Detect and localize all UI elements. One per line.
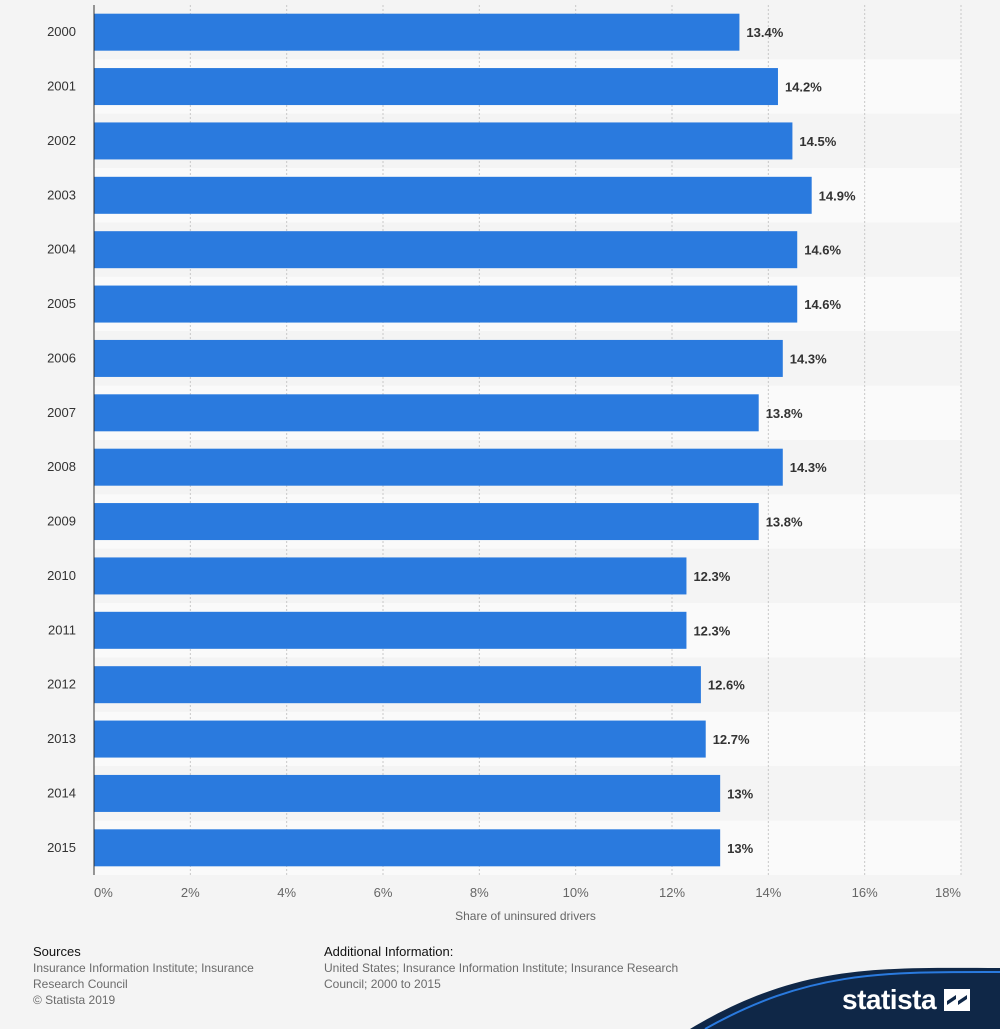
additional-info-line-2: Council; 2000 to 2015 <box>324 977 441 991</box>
category-label: 2000 <box>47 24 76 39</box>
additional-info-title: Additional Information: <box>324 944 454 959</box>
value-label: 14.3% <box>790 460 827 475</box>
sources-line-2: Research Council <box>33 977 128 991</box>
category-label: 2004 <box>47 242 76 257</box>
bar <box>94 666 701 704</box>
sources-line-1: Insurance Information Institute; Insuran… <box>33 961 254 975</box>
x-tick-label: 8% <box>470 885 489 900</box>
copyright: © Statista 2019 <box>33 993 116 1007</box>
x-tick-label: 16% <box>852 885 878 900</box>
value-label: 12.7% <box>713 732 750 747</box>
value-label: 13.4% <box>746 25 783 40</box>
additional-info-line-1: United States; Insurance Information Ins… <box>324 961 679 975</box>
bar-chart: 2000 13.4% 2001 14.2% 2002 14.5% 2003 14.9% 2004… <box>47 5 962 923</box>
x-tick-label: 0% <box>94 885 113 900</box>
category-label: 2012 <box>47 677 76 692</box>
category-label: 2014 <box>47 785 76 800</box>
category-label: 2010 <box>47 568 76 583</box>
category-label: 2007 <box>47 405 76 420</box>
bar <box>94 720 706 758</box>
category-label: 2005 <box>47 296 76 311</box>
category-label: 2008 <box>47 459 76 474</box>
value-label: 13.8% <box>766 515 803 530</box>
category-label: 2001 <box>47 79 76 94</box>
sources-block: Sources Insurance Information Institute;… <box>33 944 283 1008</box>
bar <box>94 13 740 51</box>
x-tick-label: 10% <box>563 885 589 900</box>
value-label: 14.5% <box>799 134 836 149</box>
additional-info-block: Additional Information: United States; I… <box>324 944 704 992</box>
value-label: 13% <box>727 841 753 856</box>
category-label: 2003 <box>47 187 76 202</box>
x-tick-label: 12% <box>659 885 685 900</box>
bar <box>94 557 687 595</box>
category-label: 2011 <box>48 622 76 637</box>
category-label: 2006 <box>47 350 76 365</box>
logo-text: statista <box>842 984 937 1015</box>
x-tick-label: 2% <box>181 885 200 900</box>
bar <box>94 68 778 106</box>
bar <box>94 122 793 160</box>
bar <box>94 611 687 649</box>
bar <box>94 339 783 377</box>
value-label: 14.6% <box>804 297 841 312</box>
x-tick-label: 6% <box>374 885 393 900</box>
bar <box>94 774 721 812</box>
value-label: 14.6% <box>804 243 841 258</box>
footer-wave <box>690 967 1000 1029</box>
bar <box>94 829 721 867</box>
statista-logo[interactable]: statista <box>842 984 971 1015</box>
x-axis-title: Share of uninsured drivers <box>455 909 596 923</box>
value-label: 12.6% <box>708 678 745 693</box>
bar <box>94 394 759 432</box>
value-label: 13% <box>727 786 753 801</box>
footer: Sources Insurance Information Institute;… <box>0 935 1000 1029</box>
value-label: 12.3% <box>693 623 730 638</box>
category-label: 2002 <box>47 133 76 148</box>
value-label: 14.2% <box>785 80 822 95</box>
x-tick-label: 18% <box>935 885 961 900</box>
chart-area: 2000 13.4% 2001 14.2% 2002 14.5% 2003 14.9% 2004… <box>47 5 962 923</box>
x-tick-label: 14% <box>755 885 781 900</box>
x-tick-label: 4% <box>277 885 296 900</box>
bar <box>94 231 798 269</box>
bar <box>94 448 783 486</box>
value-label: 12.3% <box>693 569 730 584</box>
bar <box>94 503 759 541</box>
category-label: 2009 <box>47 514 76 529</box>
category-label: 2015 <box>47 840 76 855</box>
value-label: 14.9% <box>819 188 856 203</box>
value-label: 13.8% <box>766 406 803 421</box>
statista-logo-icon <box>944 989 971 1011</box>
sources-title: Sources <box>33 944 81 959</box>
bar <box>94 176 812 214</box>
value-label: 14.3% <box>790 351 827 366</box>
bar <box>94 285 798 323</box>
category-label: 2013 <box>47 731 76 746</box>
